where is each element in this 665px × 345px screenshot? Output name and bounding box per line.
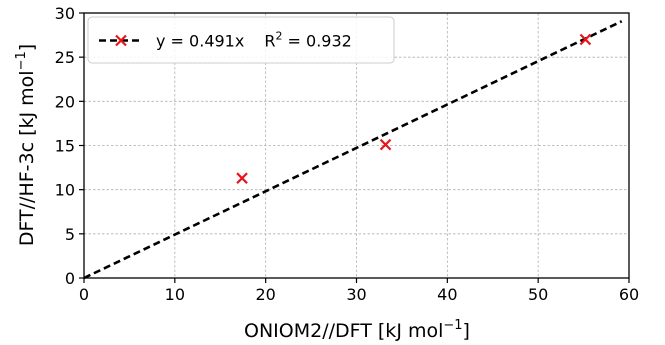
y-tick-label: 25: [55, 48, 75, 67]
x-tick-label: 50: [528, 285, 548, 304]
data-point: [236, 172, 248, 184]
x-tick-label: 10: [165, 285, 185, 304]
x-axis-label: ONIOM2//DFT [kJ mol−1]: [244, 318, 470, 342]
legend-r2-value: = 0.932: [282, 32, 351, 51]
legend-label: y = 0.491x R2 = 0.932: [156, 30, 352, 51]
y-tick-label: 30: [55, 4, 75, 23]
legend-r2-prefix: R: [264, 32, 275, 51]
x-axis-label-end: ]: [463, 320, 470, 342]
axis-ticks: 0 10 20 30 40 50 60 0 5 10 15 20 25 30: [55, 4, 640, 304]
y-tick-label: 5: [65, 225, 75, 244]
legend-marker: [115, 34, 127, 47]
x-axis-label-sup: −1: [443, 318, 462, 333]
fit-line: [83, 20, 623, 280]
legend-r2-sup: 2: [275, 30, 282, 43]
x-tick-label: 40: [437, 285, 457, 304]
x-tick-label: 20: [255, 285, 275, 304]
y-axis-label-end: ]: [16, 44, 38, 51]
data-point: [379, 138, 392, 151]
y-axis-label-sup: −1: [14, 51, 29, 70]
legend-box: [87, 16, 395, 64]
x-tick-label: 30: [346, 285, 366, 304]
y-axis-label: DFT//HF-3c [kJ mol−1]: [14, 44, 38, 246]
legend: y = 0.491x R2 = 0.932: [87, 16, 395, 64]
y-tick-label: 20: [55, 92, 75, 111]
x-tick-label: 0: [79, 285, 89, 304]
x-axis-label-text: ONIOM2//DFT [kJ mol: [244, 320, 443, 342]
data-point: [579, 33, 592, 46]
y-tick-label: 10: [55, 181, 75, 200]
y-tick-label: 0: [65, 269, 75, 288]
legend-fit-text: y = 0.491x: [156, 32, 244, 51]
x-tick-label: 60: [619, 285, 639, 304]
y-tick-label: 15: [55, 137, 75, 156]
data-points: [236, 33, 592, 184]
y-axis-label-text: DFT//HF-3c [kJ mol: [16, 70, 38, 246]
